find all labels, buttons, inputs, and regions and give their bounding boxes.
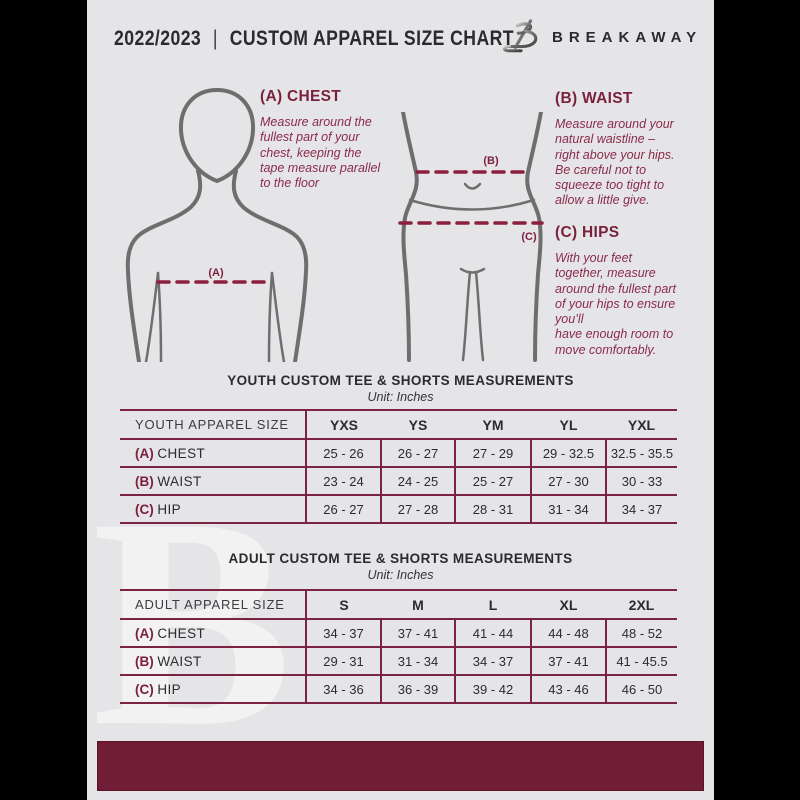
upper-torso-figure: (A) (125, 87, 309, 362)
table-cell: 41 - 45.5 (605, 646, 677, 675)
table-cell: 29 - 32.5 (530, 438, 606, 467)
size-chart-page: B 2022/2023 | CUSTOM APPAREL SIZE CHART (87, 0, 714, 800)
size-column-header: YXL (606, 409, 677, 439)
table-cell: 48 - 52 (605, 618, 677, 647)
chest-description: Measure around the fullest part of your … (260, 115, 381, 190)
table-cell: 26 - 27 (305, 494, 381, 524)
table-cell: 23 - 24 (305, 466, 381, 495)
table-cell: 27 - 30 (530, 466, 606, 495)
size-column-header: M (381, 589, 455, 619)
table-header-row: ADULT APPAREL SIZE S M L XL 2XL (120, 589, 677, 619)
table-cell: 46 - 50 (605, 674, 677, 704)
adult-size-table: ADULT APPAREL SIZE S M L XL 2XL (A) CHES… (120, 589, 677, 704)
hips-heading: (C) HIPS (555, 224, 620, 241)
table-cell: 30 - 33 (605, 466, 677, 495)
header-year: 2022/2023 (114, 27, 202, 50)
size-column-header: XL (531, 589, 606, 619)
brand-lockup: BREAKAWAY (501, 18, 702, 56)
table-cell: 37 - 41 (380, 618, 455, 647)
table-cell: 31 - 34 (530, 494, 606, 524)
size-column-header: YM (455, 409, 531, 439)
header-title-text: CUSTOM APPAREL SIZE CHART (229, 27, 514, 50)
size-column-header: YL (531, 409, 606, 439)
table-cell: 34 - 37 (454, 646, 531, 675)
footer-bar (97, 741, 704, 791)
chest-line-label: (A) (208, 267, 224, 279)
row-label-cell: (C) HIP (120, 674, 306, 704)
table-row-hip: (C) HIP 26 - 27 27 - 28 28 - 31 31 - 34 … (120, 494, 677, 524)
table-cell: 25 - 27 (454, 466, 531, 495)
waist-line-label: (B) (483, 155, 499, 167)
header-divider: | (212, 27, 218, 50)
table-cell: 31 - 34 (380, 646, 455, 675)
table-cell: 37 - 41 (530, 646, 606, 675)
youth-table-unit: Unit: Inches (367, 390, 434, 404)
table-cell: 25 - 26 (305, 438, 381, 467)
size-column-header: 2XL (606, 589, 677, 619)
row-label-cell: (B) WAIST (120, 466, 306, 495)
table-row-chest: (A) CHEST 34 - 37 37 - 41 41 - 44 44 - 4… (120, 618, 677, 647)
hips-description: With your feet together, measure around … (555, 251, 676, 357)
adult-table-unit: Unit: Inches (367, 568, 434, 582)
table-cell: 28 - 31 (454, 494, 531, 524)
table-cell: 43 - 46 (530, 674, 606, 704)
row-label-cell: (A) CHEST (120, 618, 306, 647)
table-header-row: YOUTH APPAREL SIZE YXS YS YM YL YXL (120, 409, 677, 439)
adult-size-label: ADULT APPAREL SIZE (120, 589, 306, 619)
table-cell: 41 - 44 (454, 618, 531, 647)
lower-torso-figure: (B) (C) (398, 112, 544, 362)
table-cell: 32.5 - 35.5 (605, 438, 677, 467)
youth-size-label: YOUTH APPAREL SIZE (120, 409, 306, 439)
youth-table-title: YOUTH CUSTOM TEE & SHORTS MEASUREMENTS (227, 373, 574, 388)
size-column-header: YS (381, 409, 455, 439)
table-cell: 34 - 36 (305, 674, 381, 704)
hips-line-label: (C) (521, 231, 537, 243)
adult-table-title: ADULT CUSTOM TEE & SHORTS MEASUREMENTS (228, 551, 573, 566)
hips-guide: (C) HIPS With your feet together, measur… (555, 224, 717, 358)
chest-heading: (A) CHEST (260, 88, 342, 105)
table-cell: 36 - 39 (380, 674, 455, 704)
table-cell: 27 - 28 (380, 494, 455, 524)
row-label-cell: (A) CHEST (120, 438, 306, 467)
table-row-waist: (B) WAIST 23 - 24 24 - 25 25 - 27 27 - 3… (120, 466, 677, 495)
waist-heading: (B) WAIST (555, 90, 633, 107)
row-label-cell: (C) HIP (120, 494, 306, 524)
waist-guide: (B) WAIST Measure around your natural wa… (555, 90, 717, 209)
chest-guide: (A) CHEST Measure around the fullest par… (260, 88, 422, 191)
brand-name: BREAKAWAY (552, 28, 703, 46)
table-cell: 34 - 37 (605, 494, 677, 524)
table-row-chest: (A) CHEST 25 - 26 26 - 27 27 - 29 29 - 3… (120, 438, 677, 467)
youth-size-table: YOUTH APPAREL SIZE YXS YS YM YL YXL (A) … (120, 409, 677, 524)
table-cell: 27 - 29 (454, 438, 531, 467)
table-cell: 26 - 27 (380, 438, 455, 467)
table-cell: 24 - 25 (380, 466, 455, 495)
size-column-header: S (305, 589, 381, 619)
page-title: 2022/2023 | CUSTOM APPAREL SIZE CHART (114, 27, 590, 51)
table-row-hip: (C) HIP 34 - 36 36 - 39 39 - 42 43 - 46 … (120, 674, 677, 704)
row-label-cell: (B) WAIST (120, 646, 306, 675)
size-column-header: YXS (305, 409, 381, 439)
table-cell: 39 - 42 (454, 674, 531, 704)
size-column-header: L (455, 589, 531, 619)
table-cell: 44 - 48 (530, 618, 606, 647)
breakaway-b-logo-icon (503, 19, 538, 53)
table-row-waist: (B) WAIST 29 - 31 31 - 34 34 - 37 37 - 4… (120, 646, 677, 675)
table-cell: 34 - 37 (305, 618, 381, 647)
header: 2022/2023 | CUSTOM APPAREL SIZE CHART (87, 0, 714, 72)
table-cell: 29 - 31 (305, 646, 381, 675)
waist-description: Measure around your natural waistline – … (555, 117, 675, 208)
